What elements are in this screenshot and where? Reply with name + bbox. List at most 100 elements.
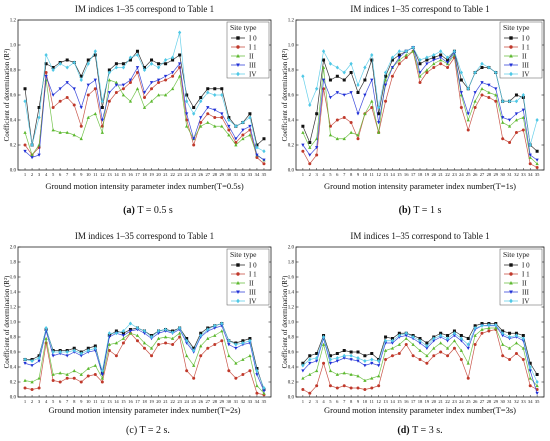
data-point xyxy=(72,133,76,137)
data-point xyxy=(199,354,203,358)
data-point xyxy=(86,348,90,353)
data-point xyxy=(473,91,477,95)
y-tick-label: 1.2 xyxy=(10,306,17,311)
x-axis-label-d: Ground motion intensity parameter index … xyxy=(324,405,516,415)
data-point xyxy=(227,338,231,343)
x-tick-label: 10 xyxy=(363,399,368,404)
data-point xyxy=(452,338,457,343)
data-point xyxy=(37,115,41,120)
data-point xyxy=(501,329,505,333)
data-point xyxy=(342,70,346,75)
y-tick-label: 0.6 xyxy=(288,351,295,356)
x-tick-label: 8 xyxy=(350,172,353,177)
legend-marker xyxy=(509,71,513,77)
y-tick-label: 0.6 xyxy=(10,94,17,99)
data-point xyxy=(521,336,525,341)
data-point xyxy=(23,143,27,147)
x-tick-label: 7 xyxy=(66,399,69,404)
data-point xyxy=(528,153,532,157)
x-tick-label: 30 xyxy=(500,399,505,404)
x-tick-label: 18 xyxy=(142,399,147,404)
data-point xyxy=(425,353,429,358)
data-point xyxy=(521,334,525,337)
data-point xyxy=(79,124,83,128)
data-point xyxy=(335,91,339,95)
data-point xyxy=(220,329,224,333)
data-point xyxy=(192,376,196,380)
x-tick-label: 12 xyxy=(376,399,381,404)
data-point xyxy=(128,58,132,62)
data-point xyxy=(135,333,140,337)
data-point xyxy=(383,338,388,343)
data-point xyxy=(521,93,525,97)
data-point xyxy=(121,341,125,345)
x-tick-label: 20 xyxy=(156,399,161,404)
data-point xyxy=(363,111,367,116)
data-point xyxy=(149,61,154,66)
data-point xyxy=(514,118,519,122)
data-point xyxy=(301,363,305,368)
data-point xyxy=(466,361,470,365)
x-tick-label: 32 xyxy=(241,399,246,404)
data-point xyxy=(452,334,457,338)
x-axis-label-b: Ground motion intensity parameter index … xyxy=(324,181,516,191)
data-point xyxy=(100,99,104,104)
x-tick-label: 12 xyxy=(100,172,105,177)
data-point xyxy=(377,359,381,363)
panel-b: IM indices 1–35 correspond to Table 1 0.0… xyxy=(281,4,545,216)
data-point xyxy=(72,103,76,107)
data-point xyxy=(370,357,374,362)
data-point xyxy=(248,133,252,137)
data-point xyxy=(377,364,381,368)
data-point xyxy=(255,373,259,377)
data-point xyxy=(234,361,238,365)
x-tick-label: 19 xyxy=(149,172,154,177)
data-point xyxy=(93,363,97,367)
legend-marker xyxy=(509,272,513,276)
data-point xyxy=(445,55,450,60)
data-point xyxy=(51,128,55,132)
data-point xyxy=(363,65,367,70)
data-point xyxy=(439,333,443,338)
data-point xyxy=(383,348,388,352)
data-point xyxy=(157,81,161,84)
data-point xyxy=(51,379,55,382)
data-point xyxy=(315,359,319,363)
x-tick-label: 25 xyxy=(466,399,471,404)
x-tick-label: 24 xyxy=(459,399,464,404)
x-tick-label: 7 xyxy=(66,172,69,177)
data-point xyxy=(349,350,353,354)
data-point xyxy=(466,112,470,116)
data-point xyxy=(199,124,203,128)
data-point xyxy=(51,106,55,109)
data-point xyxy=(363,388,367,391)
x-tick-label: 20 xyxy=(156,172,161,177)
data-point xyxy=(206,346,210,350)
y-tick-label: 1.4 xyxy=(288,291,295,296)
x-tick-label: 25 xyxy=(466,172,471,177)
data-point xyxy=(445,339,450,343)
data-point xyxy=(177,74,182,78)
series-d-5 xyxy=(301,323,539,384)
x-tick-label: 11 xyxy=(93,172,98,177)
x-tick-label: 17 xyxy=(135,399,140,404)
data-point xyxy=(349,372,353,376)
data-point xyxy=(370,361,374,366)
data-point xyxy=(72,346,76,350)
data-point xyxy=(262,389,266,393)
data-point xyxy=(58,350,62,354)
data-point xyxy=(335,136,339,141)
data-point xyxy=(445,346,450,350)
x-tick-label: 9 xyxy=(80,399,83,404)
data-point xyxy=(213,124,217,128)
data-point xyxy=(170,71,175,75)
x-tick-label: 10 xyxy=(363,172,368,177)
series-c-3 xyxy=(23,329,266,395)
data-point xyxy=(335,386,339,390)
data-point xyxy=(65,96,69,99)
legend-marker xyxy=(509,263,513,267)
data-point xyxy=(356,83,360,87)
x-tick-label: 35 xyxy=(535,172,540,177)
data-point xyxy=(206,106,210,110)
data-point xyxy=(248,369,252,373)
